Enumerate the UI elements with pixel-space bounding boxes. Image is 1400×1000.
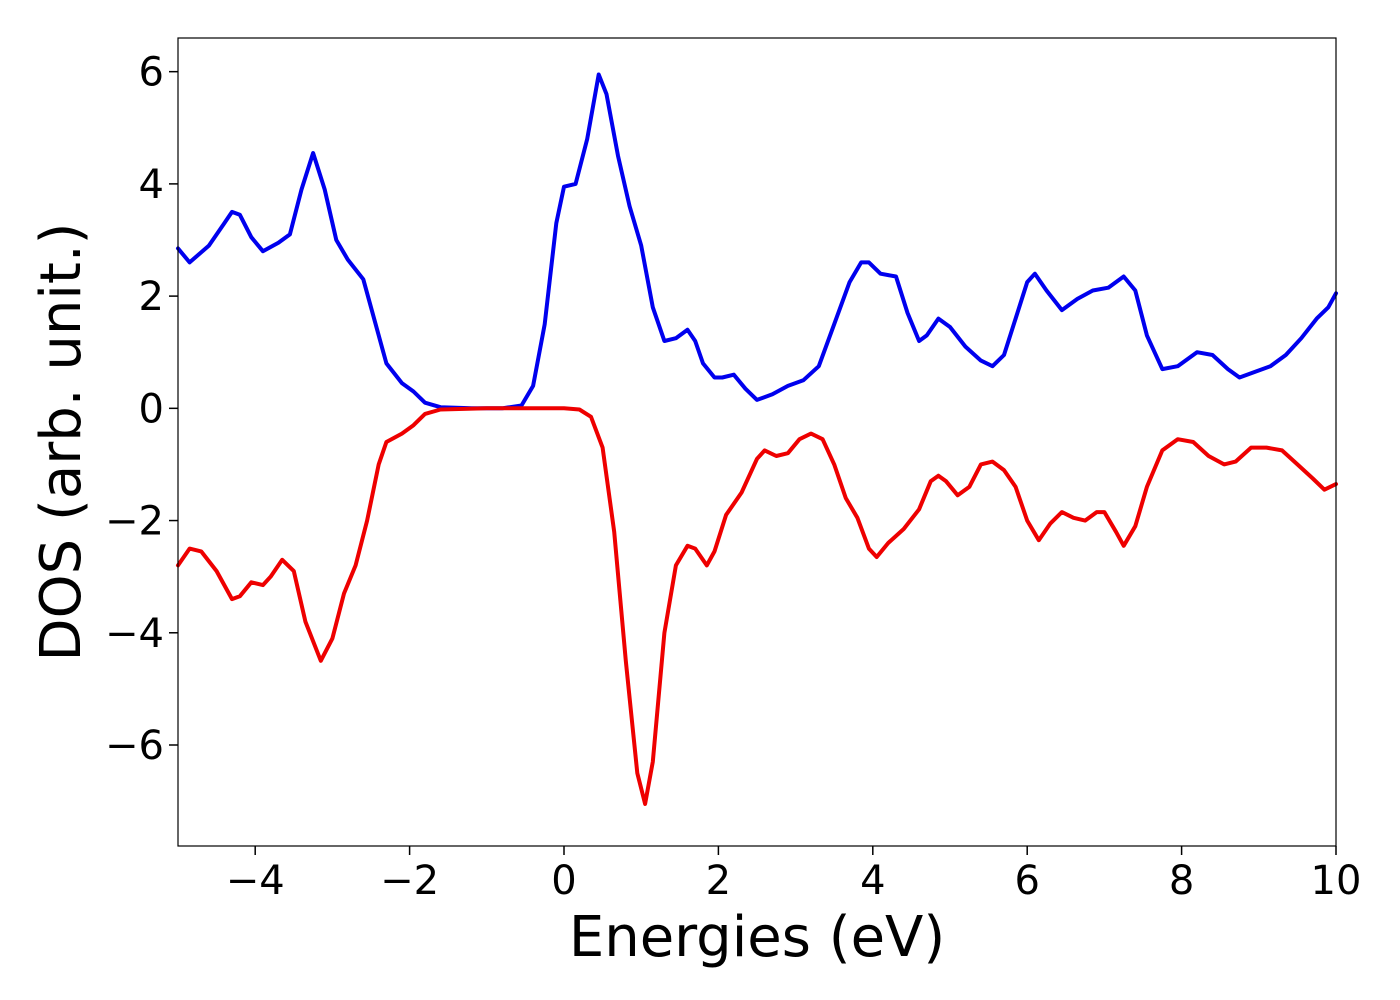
x-tick-label: 2	[706, 858, 731, 904]
series-layer	[176, 72, 1338, 806]
y-tick-label: −6	[105, 723, 164, 769]
y-ticks: −6 −4 −2 0 2 4 6	[105, 50, 178, 769]
y-tick-label: 4	[139, 162, 164, 208]
y-tick-label: 0	[139, 386, 164, 432]
y-tick-label: −4	[105, 611, 164, 657]
x-axis-label: Energies (eV)	[569, 905, 945, 970]
y-tick-label: 2	[139, 274, 164, 320]
x-tick-label: 0	[551, 858, 576, 904]
plot-frame	[177, 37, 1337, 847]
x-tick-label: −4	[226, 858, 285, 904]
x-tick-label: 10	[1311, 858, 1362, 904]
y-tick-label: −2	[105, 499, 164, 545]
y-tick-label: 6	[139, 50, 164, 96]
y-axis-label: DOS (arb. unit.)	[29, 222, 94, 661]
x-tick-label: 4	[860, 858, 885, 904]
x-ticks: −4 −2 0 2 4 6 8 10	[226, 846, 1362, 904]
x-tick-label: 6	[1014, 858, 1039, 904]
x-tick-label: −2	[380, 858, 439, 904]
series-line-1	[176, 72, 1338, 411]
x-tick-label: 8	[1169, 858, 1194, 904]
series-line-2	[176, 406, 1338, 806]
